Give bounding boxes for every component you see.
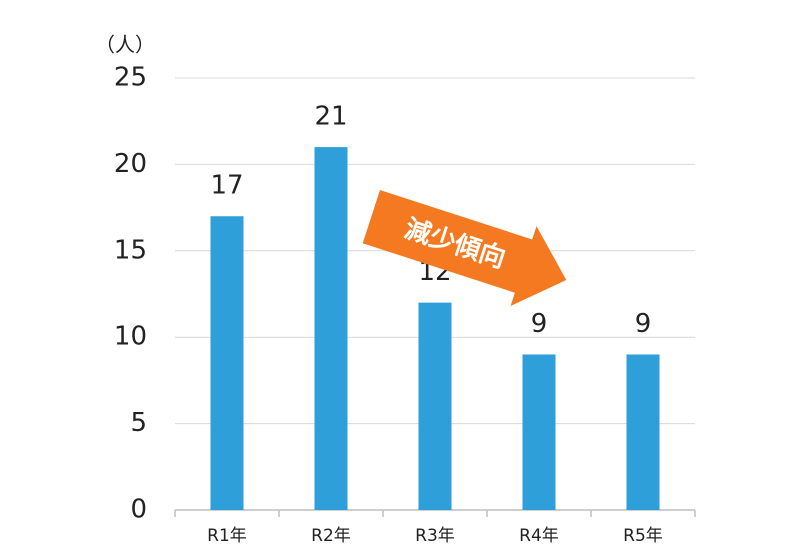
data-label: 21 [314, 102, 347, 132]
y-tick-label: 15 [114, 235, 147, 265]
y-tick-label: 25 [114, 63, 147, 93]
y-tick-label: 5 [130, 408, 147, 438]
data-label: 9 [531, 309, 548, 339]
trend-arrow: 減少傾向 [362, 190, 567, 307]
x-tick-label: R4年 [519, 526, 559, 546]
x-tick-label: R3年 [415, 526, 455, 546]
bar [522, 354, 556, 510]
data-label: 17 [210, 171, 243, 201]
x-tick-label: R2年 [311, 526, 351, 546]
y-tick-label: 0 [130, 495, 147, 525]
y-axis-label: （人） [95, 33, 155, 57]
bar [418, 302, 452, 510]
y-tick-label: 10 [114, 322, 147, 352]
x-tick-label: R1年 [207, 526, 247, 546]
bar [210, 216, 244, 511]
bar [314, 147, 348, 510]
x-tick-label: R5年 [623, 526, 663, 546]
y-tick-label: 20 [114, 149, 147, 179]
arrow-shape [362, 190, 567, 307]
data-label: 9 [635, 309, 652, 339]
bar [626, 354, 660, 510]
